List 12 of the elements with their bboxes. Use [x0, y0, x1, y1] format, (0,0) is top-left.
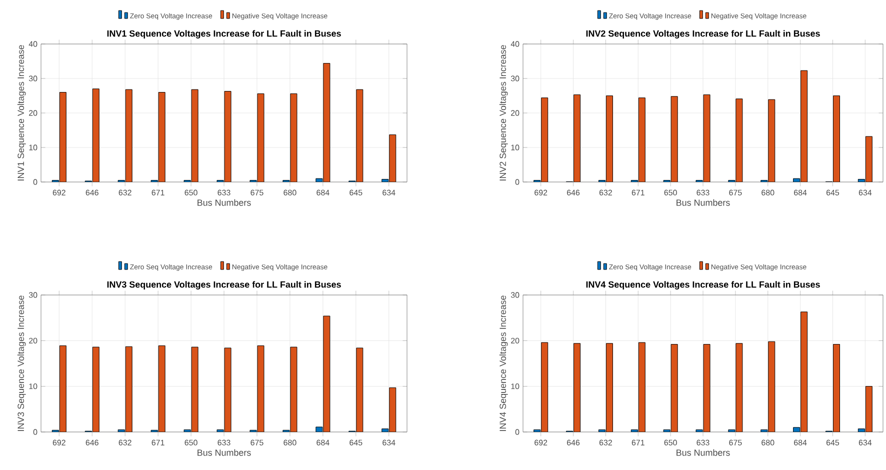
x-axis-title: Bus Numbers [676, 199, 730, 206]
x-axis-title: Bus Numbers [198, 449, 251, 456]
y-axis-title: INV2 Sequence Voltages Increase [499, 45, 508, 180]
x-axis-title: Bus Numbers [676, 449, 730, 456]
chart-title: INV3 Sequence Voltages Increase for LL Fault in Buses [107, 281, 341, 290]
chart-title: INV4 Sequence Voltages Increase for LL Fault in Buses [586, 281, 820, 290]
chart-title: INV1 Sequence Voltages Increase for LL Fault in Buses [107, 30, 341, 38]
y-axis-title: INV3 Sequence Voltages Increase [17, 296, 26, 431]
y-axis-title: INV1 Sequence Voltages Increase [17, 45, 26, 180]
x-axis-title: Bus Numbers [198, 199, 251, 206]
chart-title: INV2 Sequence Voltages Increase for LL Fault in Buses [586, 30, 820, 38]
y-axis-title: INV4 Sequence Voltages Increase [499, 296, 508, 431]
